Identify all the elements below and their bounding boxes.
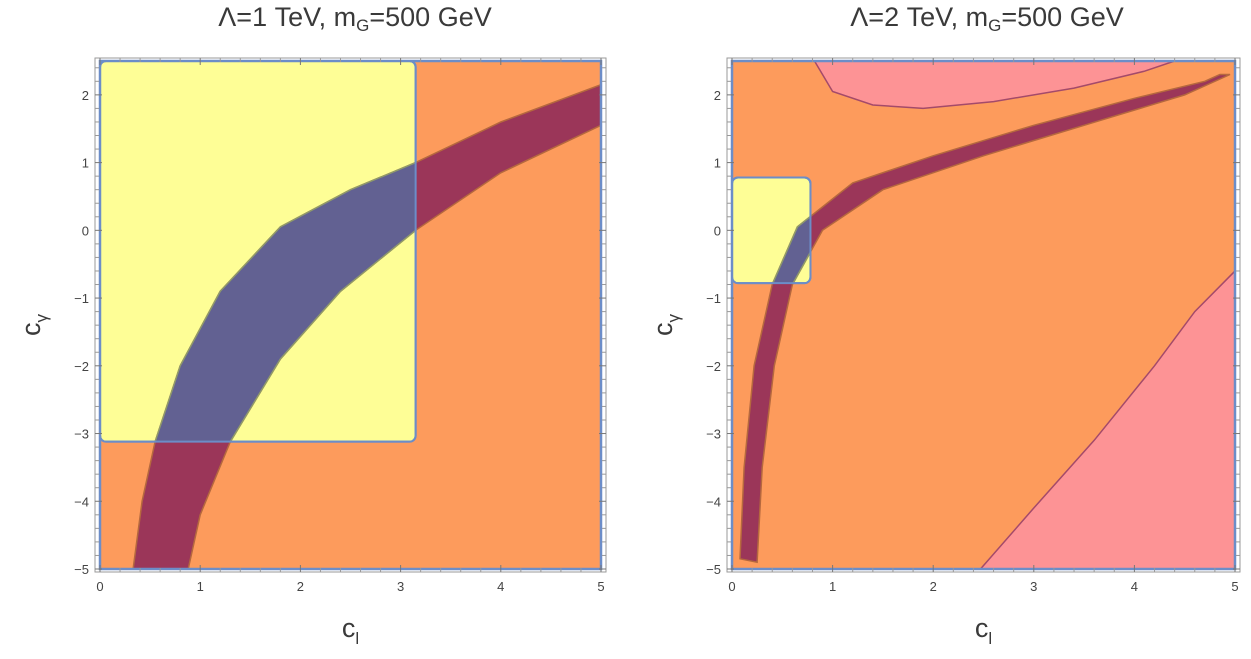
y-axis-label: cγ	[648, 314, 683, 337]
y-tick-label: −1	[74, 291, 89, 306]
pink-region-top	[813, 61, 1175, 110]
x-tick-label: 4	[1131, 579, 1138, 594]
allowed-box-outline	[100, 61, 417, 443]
x-tick-label: 2	[297, 579, 304, 594]
y-tick-label: 0	[82, 223, 89, 238]
y-tick-label: −5	[706, 562, 721, 577]
plot-region-frame	[730, 59, 1237, 571]
y-tick-label: −3	[706, 427, 721, 442]
y-axis-label: cγ	[16, 314, 51, 337]
chart-title-left: Λ=1 TeV, mG=500 GeV	[218, 2, 492, 35]
y-tick-label: 0	[714, 223, 721, 238]
x-tick-label: 0	[728, 579, 735, 594]
x-tick-label: 5	[1231, 579, 1238, 594]
chart-title-right: Λ=2 TeV, mG=500 GeV	[850, 2, 1124, 35]
y-tick-label: −2	[706, 359, 721, 374]
overlap-band	[132, 83, 416, 442]
y-tick-label: 2	[714, 88, 721, 103]
allowed-box-outline	[732, 176, 812, 285]
y-tick-label: −5	[74, 562, 89, 577]
x-tick-label: 2	[930, 579, 937, 594]
y-tick-label: 1	[714, 156, 721, 171]
x-tick-label: 4	[497, 579, 504, 594]
y-tick-label: 2	[82, 88, 89, 103]
x-axis-label: cl	[342, 613, 359, 648]
ticks: 0 1 2 3 4 5 −5 −4 −3 −2 −1 0 1 2	[74, 58, 606, 594]
y-tick-label: −2	[74, 359, 89, 374]
x-tick-label: 3	[1030, 579, 1037, 594]
x-tick-label: 1	[829, 579, 836, 594]
plot-area	[100, 61, 601, 569]
panel-left: 0 1 2 3 4 5 −5 −4 −3 −2 −1 0 1 2 cl cγ	[16, 57, 607, 648]
x-tick-label: 0	[96, 579, 103, 594]
overlap-band	[739, 177, 811, 284]
x-tick-label: 5	[597, 579, 604, 594]
y-tick-label: −4	[706, 494, 721, 509]
x-tick-label: 3	[397, 579, 404, 594]
y-tick-label: −1	[706, 291, 721, 306]
y-tick-label: 1	[82, 156, 89, 171]
y-tick-label: −4	[74, 494, 89, 509]
plot-region-frame	[98, 59, 603, 571]
pink-region-bottom	[979, 269, 1235, 569]
plot-area	[732, 61, 1235, 569]
x-tick-label: 1	[197, 579, 204, 594]
ticks: 0 1 2 3 4 5 −5 −4 −3 −2 −1 0 1 2	[706, 58, 1240, 594]
y-tick-label: −3	[74, 427, 89, 442]
x-axis-label: cl	[975, 613, 992, 648]
panel-right: 0 1 2 3 4 5 −5 −4 −3 −2 −1 0 1 2 cl cγ	[648, 57, 1241, 648]
